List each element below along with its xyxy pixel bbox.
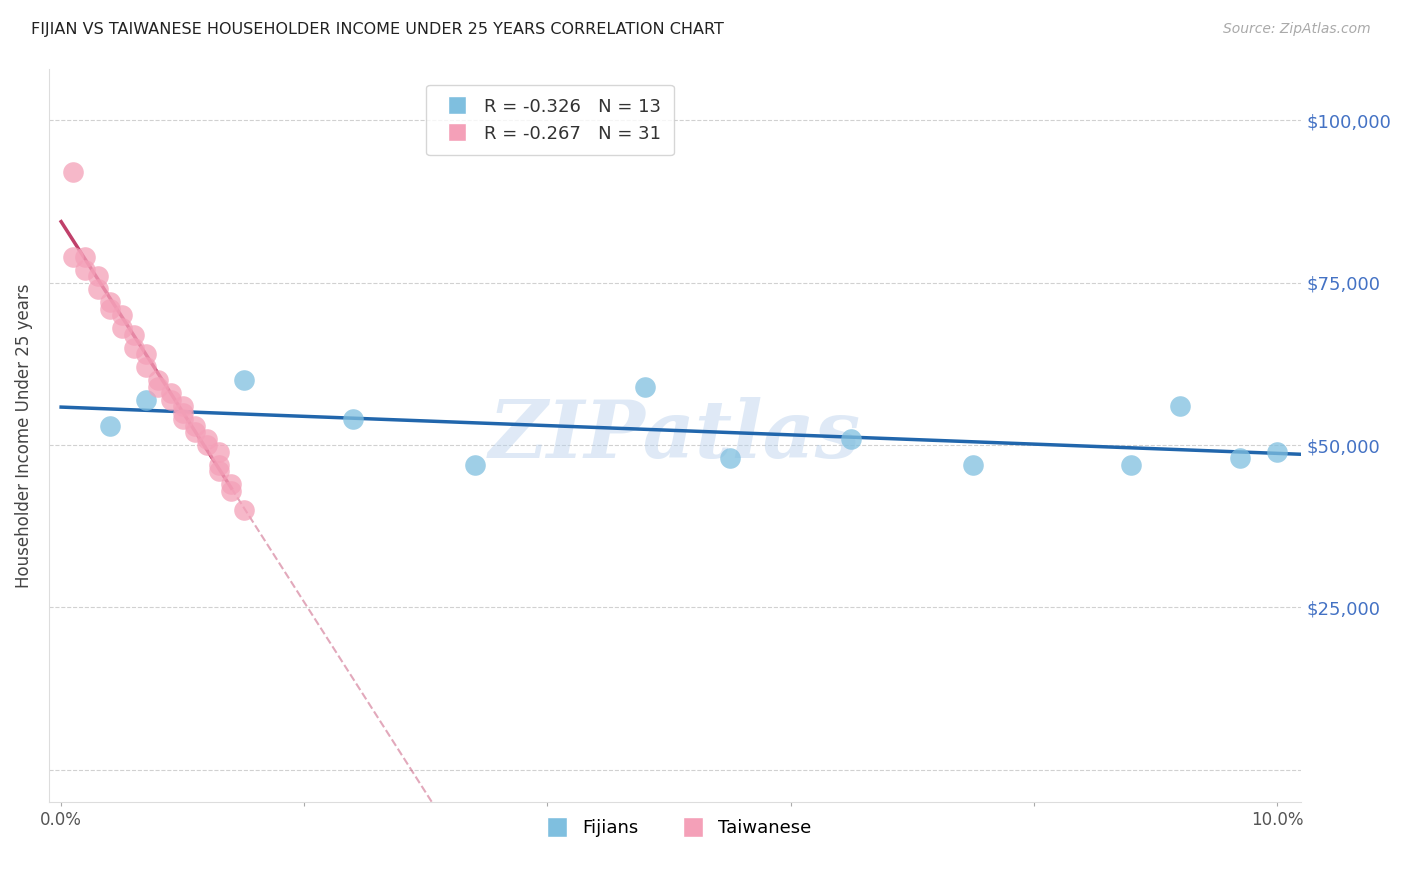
Point: [98, 295, 121, 310]
Point: [463, 458, 485, 472]
Point: [148, 373, 170, 387]
Point: [159, 386, 181, 401]
Point: [98, 418, 121, 433]
Point: [135, 347, 157, 361]
Point: [172, 406, 194, 420]
Point: [75, 262, 97, 277]
Point: [62, 250, 84, 264]
Point: [718, 451, 741, 466]
Point: [232, 373, 254, 387]
Point: [208, 464, 231, 478]
Point: [962, 458, 984, 472]
Point: [195, 432, 218, 446]
Point: [184, 425, 207, 439]
Point: [221, 483, 243, 498]
Text: FIJIAN VS TAIWANESE HOUSEHOLDER INCOME UNDER 25 YEARS CORRELATION CHART: FIJIAN VS TAIWANESE HOUSEHOLDER INCOME U…: [31, 22, 724, 37]
Point: [1168, 399, 1191, 413]
Point: [634, 380, 657, 394]
Point: [184, 418, 207, 433]
Point: [148, 380, 170, 394]
Point: [122, 327, 145, 342]
Point: [122, 341, 145, 355]
Point: [98, 301, 121, 316]
Point: [221, 477, 243, 491]
Point: [75, 250, 97, 264]
Point: [208, 444, 231, 458]
Point: [195, 438, 218, 452]
Point: [111, 321, 134, 335]
Point: [841, 432, 863, 446]
Point: [1229, 451, 1251, 466]
Point: [86, 269, 108, 284]
Text: Source: ZipAtlas.com: Source: ZipAtlas.com: [1223, 22, 1371, 37]
Text: ZIPatlas: ZIPatlas: [489, 397, 862, 475]
Point: [1119, 458, 1142, 472]
Point: [232, 503, 254, 517]
Point: [172, 399, 194, 413]
Point: [86, 282, 108, 296]
Point: [1265, 444, 1288, 458]
Point: [208, 458, 231, 472]
Y-axis label: Householder Income Under 25 years: Householder Income Under 25 years: [15, 283, 32, 588]
Point: [111, 308, 134, 322]
Point: [172, 412, 194, 426]
Point: [135, 392, 157, 407]
Point: [159, 392, 181, 407]
Point: [342, 412, 364, 426]
Legend: Fijians, Taiwanese: Fijians, Taiwanese: [531, 812, 818, 845]
Point: [135, 360, 157, 375]
Point: [62, 165, 84, 179]
